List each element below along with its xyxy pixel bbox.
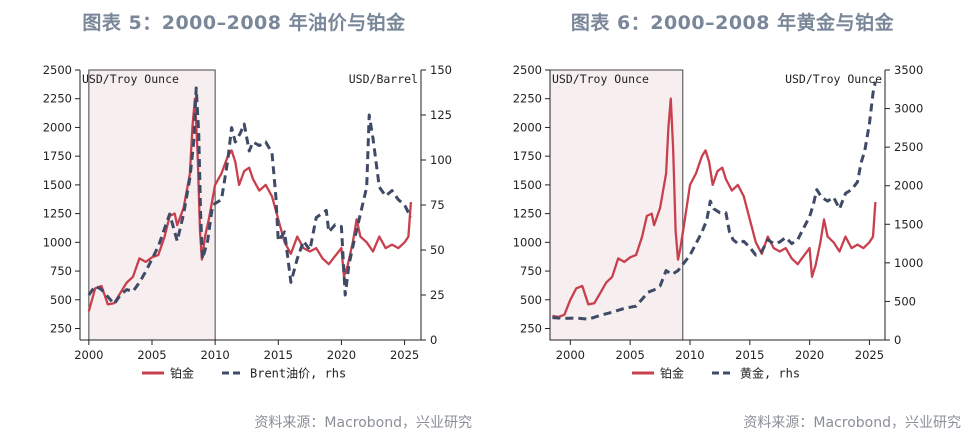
legend-label: Brent油价, rhs (250, 367, 346, 381)
right-tick-label: 125 (430, 108, 452, 122)
right-tick-label: 1500 (894, 217, 923, 231)
right-tick-label: 100 (430, 153, 452, 167)
left-tick-label: 750 (520, 264, 542, 278)
chart-panel-gold-platinum: 图表 6：2000–2008 年黄金与铂金 2500 2250 2000 1750 15… (488, 0, 977, 440)
chart-panel-oil-platinum: 图表 5：2000–2008 年油价与铂金 2500 2250 2000 1750 15… (0, 0, 488, 440)
left-tick-label: 1500 (513, 178, 542, 192)
oil-platinum-chart: 2500225020001750150012501000750500250150… (43, 63, 452, 381)
right-tick-label: 75 (430, 198, 445, 212)
left-axis-unit: USD/Troy Ounce (82, 72, 179, 86)
left-tick-label: 1250 (43, 207, 72, 221)
right-tick-label: 500 (894, 294, 916, 308)
left-tick-label: 2500 (513, 63, 542, 77)
x-tick-label: 2005 (137, 348, 166, 362)
left-axis-unit: USD/Troy Ounce (552, 72, 649, 86)
right-axis-unit: USD/Barrel (349, 72, 418, 86)
x-tick-label: 2015 (735, 348, 764, 362)
left-tick-label: 1000 (513, 235, 542, 249)
right-tick-label: 2000 (894, 179, 923, 193)
left-tick-label: 2250 (513, 92, 542, 106)
right-tick-label: 3500 (894, 63, 923, 77)
source-note: 资料来源：Macrobond，兴业研究 (743, 415, 961, 431)
left-tick-label: 500 (50, 293, 72, 307)
left-tick-label: 1750 (43, 149, 72, 163)
left-tick-label: 1000 (43, 235, 72, 249)
right-tick-label: 1000 (894, 256, 923, 270)
left-tick-label: 1250 (513, 207, 542, 221)
left-tick-label: 500 (520, 293, 542, 307)
left-tick-label: 750 (50, 264, 72, 278)
left-tick-label: 250 (520, 322, 542, 336)
right-tick-label: 150 (430, 63, 452, 77)
x-tick-label: 2010 (200, 348, 229, 362)
secondary-series-line (552, 81, 877, 321)
left-tick-label: 2000 (513, 120, 542, 134)
right-tick-label: 50 (430, 243, 445, 257)
legend-label: 黄金, rhs (740, 366, 800, 381)
right-tick-label: 0 (894, 333, 901, 347)
gold-platinum-chart: 2500 2250 2000 1750 1500 1250 1000 750 500 250 350… (513, 63, 924, 381)
x-tick-label: 2025 (855, 348, 884, 362)
platinum-series-line (552, 97, 877, 319)
legend-label: 铂金 (660, 366, 684, 381)
x-tick-label: 2020 (327, 348, 356, 362)
right-tick-label: 25 (430, 288, 445, 302)
chart-title: 图表 6：2000–2008 年黄金与铂金 (570, 12, 895, 34)
left-tick-label: 1500 (43, 178, 72, 192)
x-tick-label: 2005 (616, 348, 645, 362)
right-axis-unit: USD/Troy Ounce (785, 72, 882, 86)
x-tick-label: 2000 (74, 348, 103, 362)
x-tick-label: 2010 (675, 348, 704, 362)
left-tick-label: 250 (50, 322, 72, 336)
right-tick-label: 2500 (894, 140, 923, 154)
platinum-series-line (87, 97, 413, 312)
secondary-series-line (87, 86, 413, 306)
x-tick-label: 2015 (264, 348, 293, 362)
left-tick-label: 2000 (43, 120, 72, 134)
x-tick-label: 2020 (795, 348, 824, 362)
right-tick-label: 0 (430, 333, 437, 347)
x-tick-label: 2000 (556, 348, 585, 362)
left-tick-label: 2500 (43, 63, 72, 77)
right-tick-label: 3000 (894, 102, 923, 116)
x-tick-label: 2025 (390, 348, 419, 362)
left-tick-label: 2250 (43, 92, 72, 106)
source-note: 资料来源：Macrobond，兴业研究 (254, 415, 472, 431)
left-tick-label: 1750 (513, 149, 542, 163)
chart-title: 图表 5：2000–2008 年油价与铂金 (82, 12, 406, 34)
legend-label: 铂金 (170, 366, 194, 381)
